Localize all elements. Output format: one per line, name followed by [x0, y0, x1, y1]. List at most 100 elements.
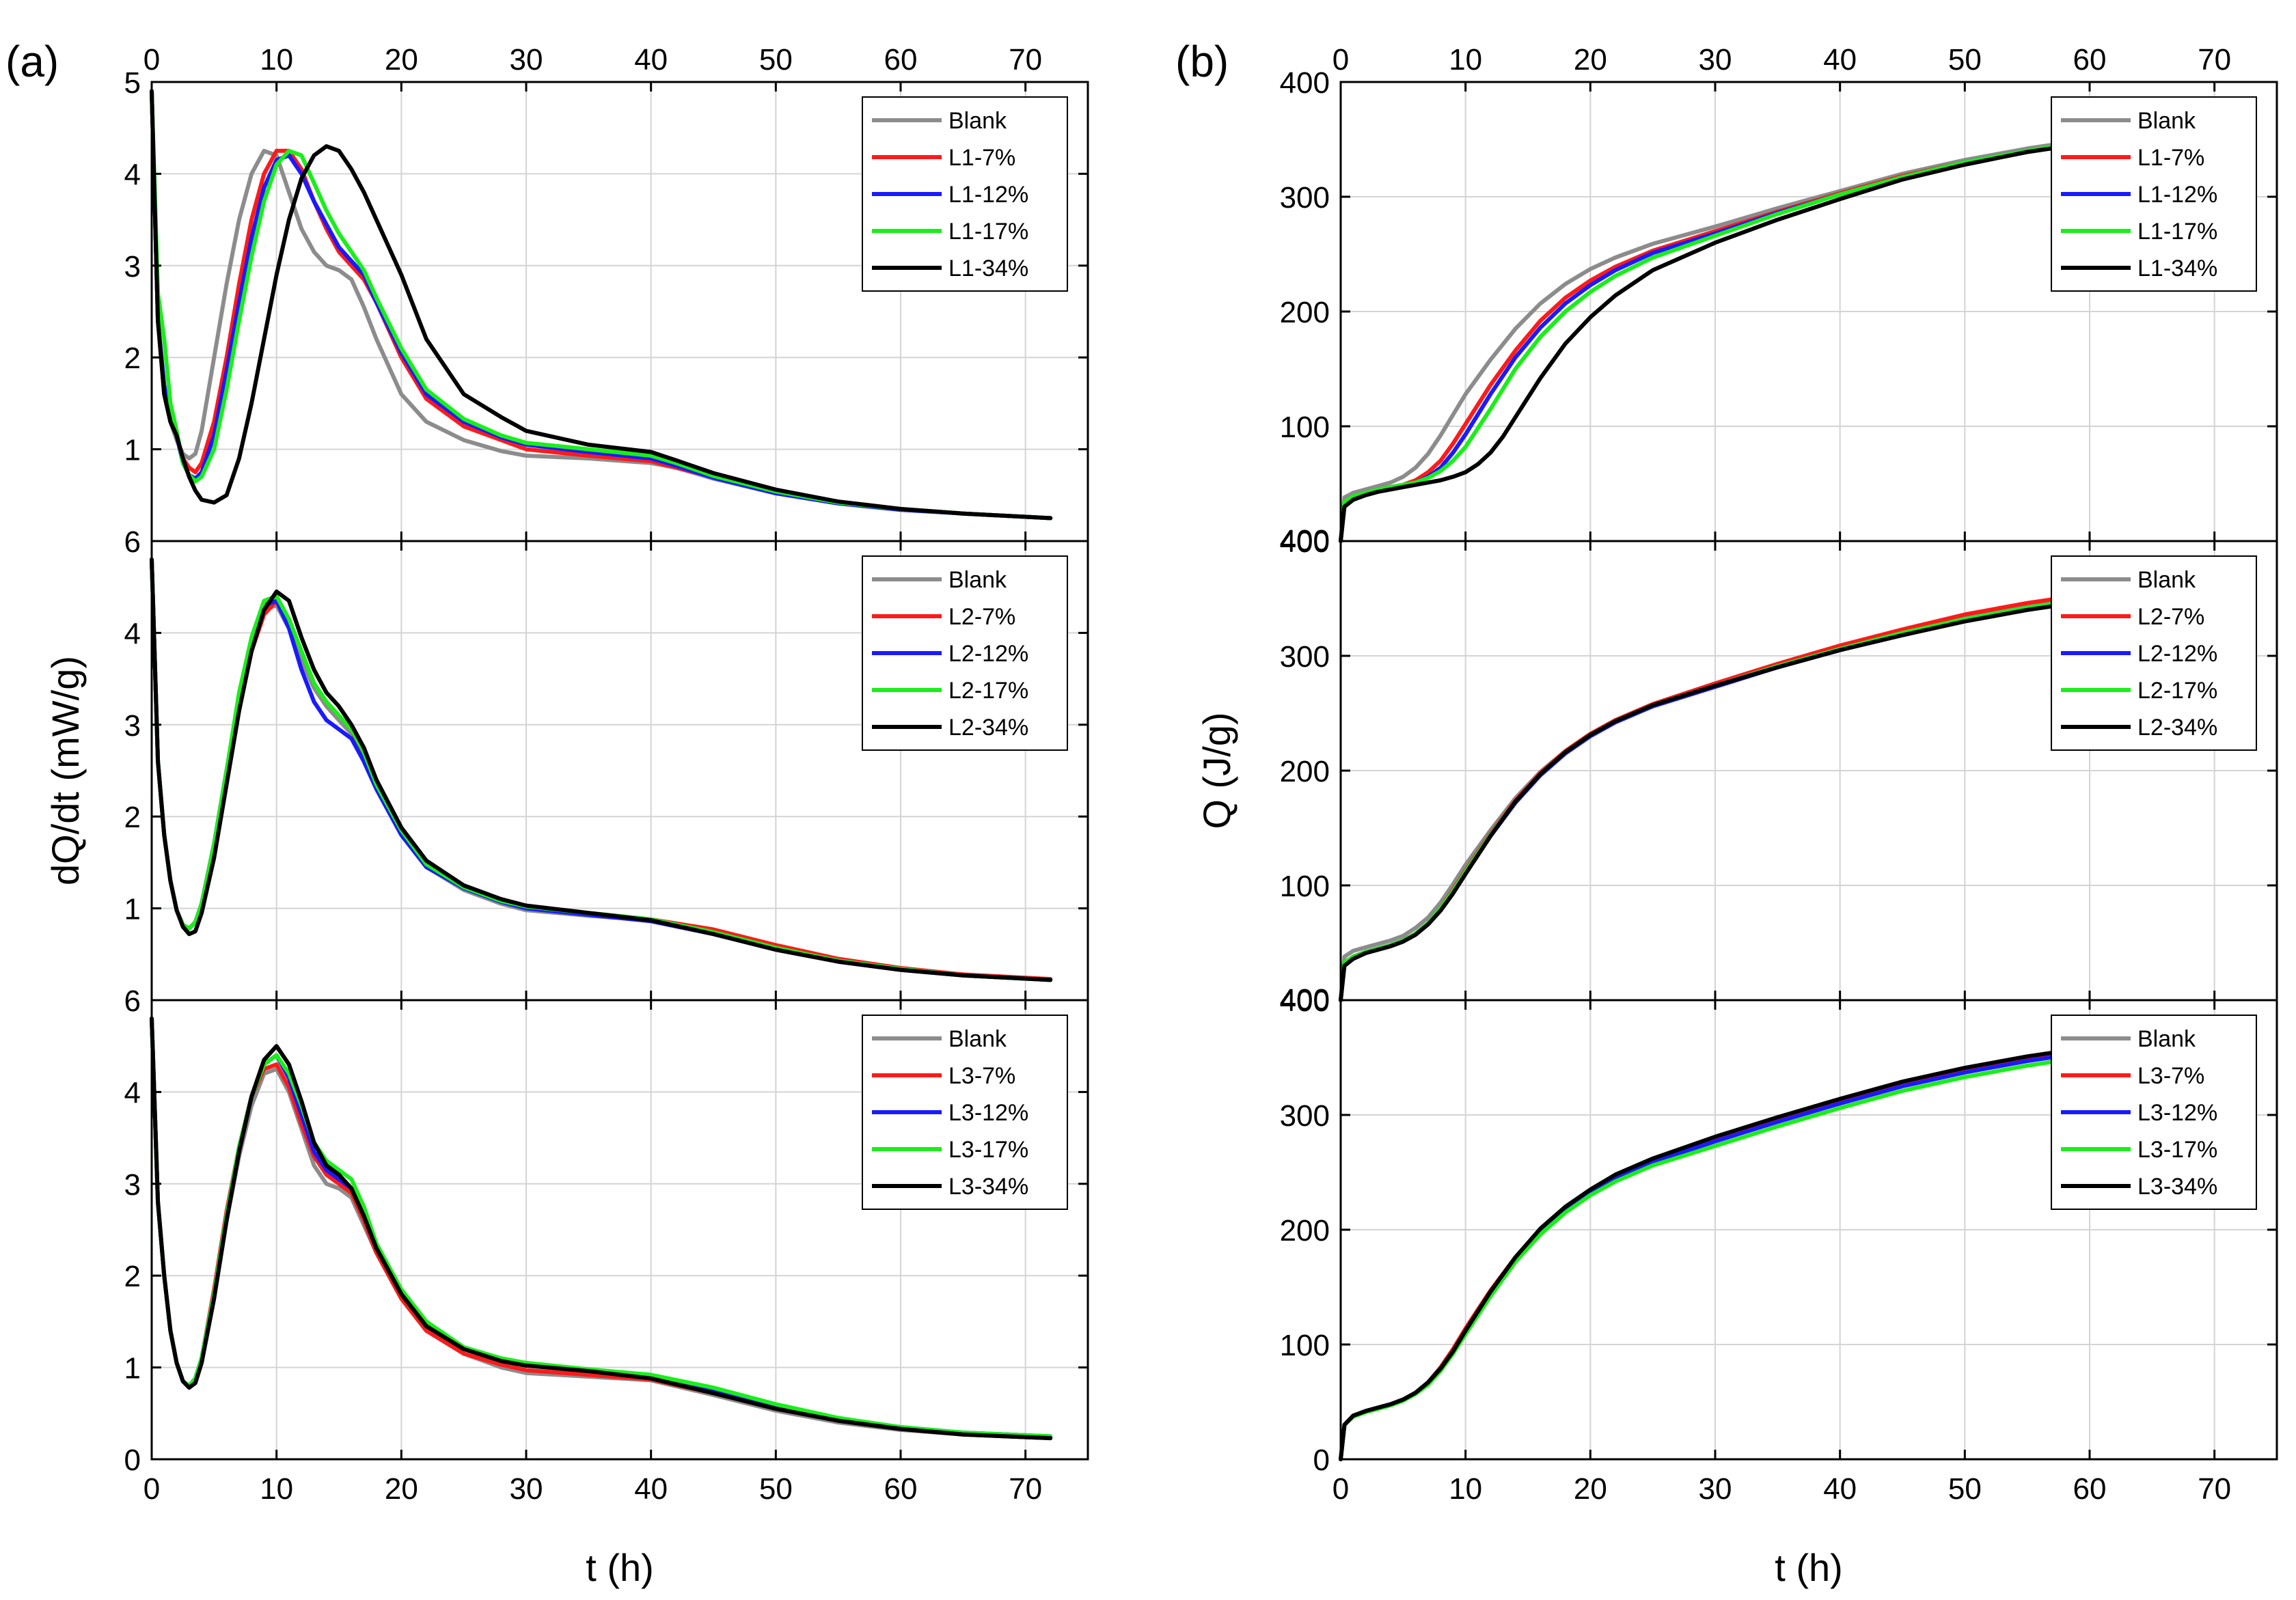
series-group	[150, 89, 1053, 521]
legend-label: L2-7%	[948, 604, 1015, 630]
gridlines	[152, 541, 1088, 1000]
panel-b: 100200300400400BlankL1-7%L1-12%L1-17%L1-…	[1195, 43, 2278, 1589]
y-tick-label: 4	[124, 617, 141, 650]
subplot-2: 1 2 3 4 6 Blank L2-7% L2-12% L2-17% L2-34%	[124, 525, 1089, 1002]
legend-label: L2-34%	[2137, 715, 2217, 741]
legend-label: L1-34%	[2137, 256, 2217, 281]
x-ticks	[1339, 541, 2216, 1000]
legend-label: L3-12%	[2137, 1100, 2217, 1126]
x-tick-label-top: 70	[2198, 43, 2231, 77]
y-tick-label: 0	[1313, 1444, 1330, 1477]
y-axis: 1 2 3 4 6	[124, 525, 1088, 926]
x-ticks	[150, 541, 1027, 1000]
y-tick-label: 400	[1280, 66, 1330, 100]
subplot-3: 0 100 200 300 400 Blank L3-7% L3-12% L3-17% L3-34…	[1280, 984, 2278, 1477]
y-tick-label: 3	[124, 709, 141, 743]
plot-frame	[150, 999, 1089, 1461]
x-tick-label-top: 60	[884, 43, 918, 77]
legend: Blank L2-7% L2-12% L2-17% L2-34%	[2051, 555, 2257, 751]
legend-label: Blank	[948, 567, 1007, 593]
legend-label: Blank	[2137, 108, 2196, 134]
x-tick-label-top: 20	[1574, 43, 1607, 77]
y-tick-label: 2	[124, 801, 141, 834]
y-tick-label: 1	[124, 893, 141, 926]
subplot-2: 100 200 300 400 400 Blank L2-7% L2-12% L2-17% L2-…	[1280, 525, 2278, 1017]
legend-label: Blank	[948, 108, 1007, 134]
y-tick-label: 300	[1280, 640, 1330, 674]
x-tick-label-top: 10	[260, 43, 293, 77]
y-tick-label: 1	[124, 434, 141, 467]
y-tick-label: 400	[1280, 525, 1330, 559]
y-tick-label: 100	[1280, 1329, 1330, 1362]
series-group	[150, 1016, 1053, 1441]
y-tick-label: 4	[124, 1076, 141, 1109]
x-tick-label: 10	[1449, 1472, 1482, 1506]
series-line-l3-34pct	[150, 1016, 1053, 1441]
legend: Blank L1-7% L1-12% L1-17% L1-34%	[2051, 96, 2257, 292]
legend-label: L2-34%	[948, 715, 1028, 741]
x-tick-label-top: 40	[634, 43, 668, 77]
x-tick-label: 70	[2198, 1472, 2231, 1506]
x-tick-label-top: 50	[759, 43, 793, 77]
x-tick-label-top: 10	[1449, 43, 1482, 77]
panel-label-a: (a)	[5, 37, 59, 86]
legend: Blank L3-7% L3-12% L3-17% L3-34%	[862, 1015, 1068, 1210]
series-group	[1339, 121, 2242, 543]
x-tick-label-top: 70	[1009, 43, 1042, 77]
legend-label: L1-12%	[948, 182, 1028, 208]
x-tick-label: 40	[1823, 1472, 1857, 1506]
series-group	[1339, 577, 2242, 1002]
series-line-l2-34pct	[1339, 585, 2242, 1002]
x-tick-label: 10	[260, 1472, 293, 1506]
y-tick-label: 3	[124, 1168, 141, 1202]
legend-label: L1-7%	[948, 145, 1015, 171]
x-tick-label: 20	[1574, 1472, 1607, 1506]
x-tick-label: 40	[634, 1472, 668, 1506]
legend-label: Blank	[948, 1026, 1007, 1052]
x-tick-label-top: 50	[1948, 43, 1982, 77]
x-tick-label-top: 60	[2073, 43, 2107, 77]
series-line-l1-34pct	[150, 89, 1053, 521]
x-tick-label-top: 30	[1699, 43, 1732, 77]
x-tick-label: 50	[759, 1472, 793, 1506]
series-line-blank	[1339, 121, 2242, 543]
legend-label: L2-12%	[2137, 641, 2217, 667]
x-tick-label-top: 0	[1332, 43, 1349, 77]
y-tick-label: 200	[1280, 1214, 1330, 1247]
series-group	[1339, 1030, 2242, 1461]
x-ticks	[1339, 82, 2216, 541]
x-ticks	[150, 1000, 1027, 1459]
y-tick-label: 400	[1280, 524, 1330, 557]
subplot-1: 1 2 3 4 5 Blank L1-7% L1-12% L1-17% L1-34%	[124, 66, 1089, 542]
x-ticks	[1339, 1000, 2216, 1459]
legend-label: L2-17%	[948, 678, 1028, 704]
x-tick-label: 20	[385, 1472, 418, 1506]
y-tick-label: 100	[1280, 411, 1330, 444]
y-tick-label: 6	[124, 525, 141, 559]
y-tick-label: 400	[1280, 983, 1330, 1017]
legend: Blank L1-7% L1-12% L1-17% L1-34%	[862, 96, 1068, 292]
x-tick-label-top: 30	[510, 43, 543, 77]
y-axis-label: Q (J/g)	[1195, 712, 1238, 829]
x-tick-label-top: 40	[1823, 43, 1857, 77]
legend-label: Blank	[2137, 1026, 2196, 1052]
x-tick-label-top: 20	[385, 43, 418, 77]
legend-label: L2-7%	[2137, 604, 2204, 630]
legend-label: L1-17%	[2137, 219, 2217, 245]
x-tick-label-top: 0	[144, 43, 160, 77]
y-axis: 0 100 200 300 400	[1280, 984, 2277, 1477]
x-axis-label: t (h)	[586, 1546, 654, 1589]
legend-label: L1-17%	[948, 219, 1028, 245]
series-group	[150, 557, 1053, 982]
legend-label: L3-34%	[948, 1174, 1028, 1200]
x-axis-label: t (h)	[1775, 1546, 1843, 1589]
legend-label: L2-12%	[948, 641, 1028, 667]
legend-label: L3-34%	[2137, 1174, 2217, 1200]
y-tick-label: 2	[124, 1260, 141, 1293]
series-line-l3-34pct	[1339, 1030, 2242, 1461]
x-tick-label: 50	[1948, 1472, 1982, 1506]
legend-label: L1-34%	[948, 256, 1028, 281]
x-tick-label: 30	[1699, 1472, 1732, 1506]
